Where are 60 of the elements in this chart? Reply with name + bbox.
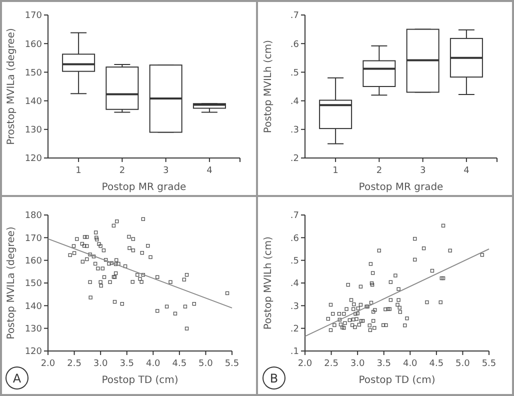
y-axis-title: Postop MVILh (cm) bbox=[263, 236, 274, 330]
x-tick-label: 2 bbox=[376, 166, 382, 176]
x-tick-label: 3.0 bbox=[350, 359, 365, 369]
x-axis-title: Postop MR grade bbox=[102, 182, 186, 193]
x-tick-label: 5.0 bbox=[198, 359, 214, 369]
x-tick-label: 3.0 bbox=[93, 359, 108, 369]
y-tick-label: .5 bbox=[290, 256, 299, 266]
x-tick-label: 4.5 bbox=[429, 359, 444, 369]
y-tick-label: .3 bbox=[290, 302, 299, 312]
x-tick-label: 2.0 bbox=[40, 359, 56, 369]
x-tick-label: 1 bbox=[332, 166, 338, 176]
y-tick-label: .7 bbox=[290, 11, 299, 22]
y-tick-label: 120 bbox=[24, 154, 42, 164]
x-tick-label: 4.0 bbox=[402, 359, 418, 369]
text: B bbox=[270, 371, 278, 386]
y-tick-label: 150 bbox=[24, 68, 42, 78]
y-tick-label: .6 bbox=[290, 234, 300, 244]
x-axis-title: Postop MR grade bbox=[358, 182, 444, 193]
y-axis-title: Prostop MVILa (degree) bbox=[6, 28, 17, 145]
y-tick-label: 120 bbox=[24, 347, 42, 358]
x-tick-label: 3.5 bbox=[376, 359, 392, 369]
y-tick-label: .1 bbox=[290, 347, 299, 358]
y-tick-label: .6 bbox=[290, 40, 300, 50]
x-tick-label: 4 bbox=[464, 166, 470, 176]
x-tick-label: 3 bbox=[162, 166, 169, 176]
x-tick-label: 4 bbox=[206, 166, 213, 176]
y-tick-label: 130 bbox=[24, 324, 42, 334]
x-tick-label: 2.5 bbox=[67, 359, 82, 369]
y-tick-label: 160 bbox=[24, 256, 42, 266]
y-tick-label: .7 bbox=[290, 211, 299, 222]
y-tick-label: .2 bbox=[290, 324, 299, 334]
x-tick-label: 4.5 bbox=[172, 359, 187, 369]
x-tick-label: 3 bbox=[420, 166, 426, 176]
x-tick-label: 2.5 bbox=[324, 359, 338, 369]
y-tick-label: 180 bbox=[24, 211, 42, 222]
x-tick-label: 5.5 bbox=[482, 359, 496, 369]
x-tick-label: 3.5 bbox=[120, 359, 134, 369]
y-tick-label: .3 bbox=[290, 126, 299, 136]
y-tick-label: 170 bbox=[24, 11, 42, 22]
x-tick-label: 1 bbox=[76, 166, 82, 176]
x-tick-label: 5.0 bbox=[456, 359, 470, 369]
y-axis-title: Postop MVILh (cm) bbox=[263, 40, 274, 134]
y-tick-label: .5 bbox=[290, 68, 299, 78]
y-tick-label: .4 bbox=[290, 96, 300, 107]
y-axis-title: Postop MVILa (degree) bbox=[6, 226, 17, 340]
x-tick-label: 2 bbox=[119, 166, 126, 176]
y-tick-label: 160 bbox=[24, 40, 42, 50]
y-tick-label: 140 bbox=[24, 96, 42, 107]
x-tick-label: 4.0 bbox=[146, 359, 161, 369]
text: A bbox=[12, 371, 22, 386]
x-tick-label: 2.0 bbox=[298, 359, 312, 369]
y-tick-label: .4 bbox=[290, 279, 300, 290]
x-axis-title: Postop TD (cm) bbox=[102, 375, 178, 386]
y-tick-label: 140 bbox=[24, 302, 42, 312]
x-axis-title: Postop TD (cm) bbox=[358, 375, 436, 386]
x-tick-label: 5.5 bbox=[224, 359, 240, 369]
y-tick-label: 170 bbox=[24, 234, 42, 244]
y-tick-label: .2 bbox=[290, 154, 299, 164]
y-tick-label: 130 bbox=[24, 126, 42, 136]
y-tick-label: 150 bbox=[24, 279, 42, 290]
